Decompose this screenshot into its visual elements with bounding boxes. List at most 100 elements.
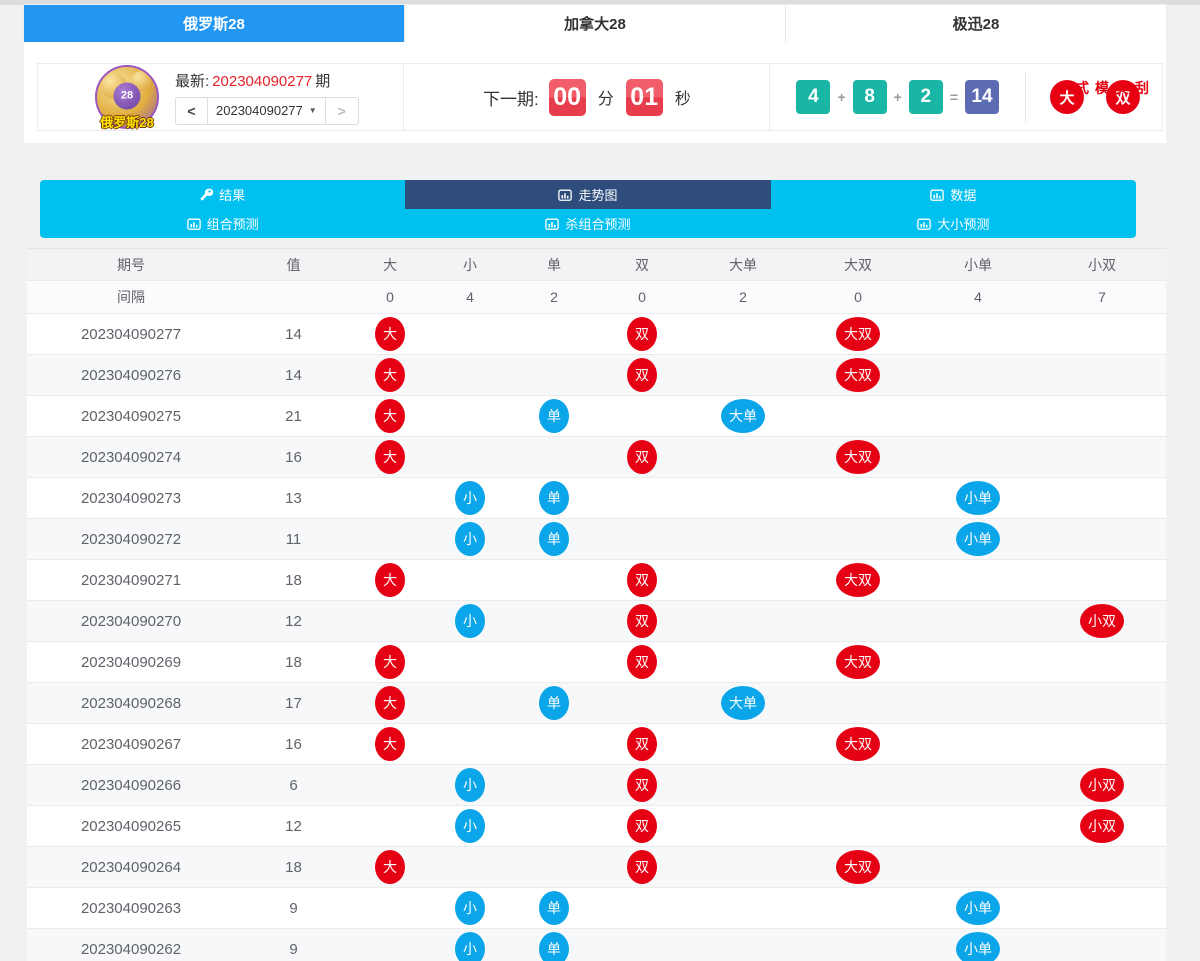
table-row: 202304090267 16 大双大双	[27, 724, 1166, 765]
issue-number: 202304090275	[80, 407, 182, 425]
issue-number: 202304090267	[80, 735, 182, 753]
badge: 双	[627, 317, 657, 351]
sum-value: 9	[289, 940, 298, 958]
nav-item[interactable]: 走势图	[405, 180, 771, 209]
badge-cell: 小	[428, 932, 512, 961]
sum-value: 21	[285, 407, 302, 425]
draw-number: 2	[908, 80, 943, 114]
column-header: 双	[635, 256, 649, 273]
countdown-label: 下一期:	[482, 89, 539, 109]
badge-cell: 双	[596, 563, 688, 597]
badge-cell: 双	[596, 727, 688, 761]
nav-item[interactable]: 组合预测	[40, 209, 405, 238]
badge: 单	[539, 399, 569, 433]
badge: 大单	[721, 399, 765, 433]
plus-sign: +	[893, 89, 902, 105]
badge-cell: 大	[352, 317, 428, 351]
chart-icon	[930, 188, 945, 202]
badge-cell: 大	[352, 440, 428, 474]
badge-cell: 双	[596, 809, 688, 843]
badge-cell: 小	[428, 809, 512, 843]
interval-value: 7	[1098, 289, 1106, 305]
latest-issue-line: 最新: 202304090277 期	[175, 72, 331, 90]
badge-cell: 大双	[798, 563, 918, 597]
badge-cell: 双	[596, 358, 688, 392]
column-header: 小单	[964, 256, 992, 273]
nav-item[interactable]: 杀组合预测	[405, 209, 770, 238]
sum-value: 18	[285, 653, 302, 671]
nav-item-label: 大小预测	[937, 217, 990, 232]
table-row: 202304090268 17 大单大单	[27, 683, 1166, 724]
badge: 双	[627, 358, 657, 392]
interval-value: 0	[386, 289, 394, 305]
nav-item[interactable]: 数据	[771, 180, 1136, 209]
badge: 单	[539, 891, 569, 925]
table-row: 202304090266 6 小双小双	[27, 765, 1166, 806]
column-header: 小双	[1088, 256, 1116, 273]
nav-item[interactable]: 结果	[40, 180, 405, 209]
draw-number: 8	[852, 80, 887, 114]
purple-ball-icon: 28	[113, 82, 141, 110]
table-row: 202304090272 11 小单小单	[27, 519, 1166, 560]
badge-cell: 大	[352, 850, 428, 884]
badge-cell: 大双	[798, 317, 918, 351]
section-nav: 结果 走势图 数据组合预测 杀组合预测 大小预测	[40, 180, 1136, 238]
nav-item-label: 数据	[950, 188, 977, 203]
badge: 大	[375, 645, 405, 679]
badge-cell: 大	[352, 358, 428, 392]
badge-cell: 小单	[918, 891, 1038, 925]
badge: 大双	[836, 850, 880, 884]
chevron-down-icon: ▼	[308, 106, 317, 115]
game-tab[interactable]: 极迅28	[786, 5, 1166, 42]
badge: 小单	[956, 522, 1000, 556]
result-even-badge: 双	[1106, 80, 1140, 114]
badge-cell: 小双	[1038, 768, 1166, 802]
info-card: 28 俄罗斯28 最新: 202304090277 期 < 202304090277…	[37, 63, 1163, 131]
scratch-mode-link[interactable]: 刮奖模式	[1074, 80, 1150, 98]
game-tab[interactable]: 加拿大28	[405, 5, 786, 42]
issue-number: 202304090265	[80, 817, 182, 835]
table-header-row: 期号值大小单双大单 大双 小单 小双	[27, 248, 1166, 281]
nav-item[interactable]: 大小预测	[771, 209, 1136, 238]
latest-issue-number: 202304090277	[212, 72, 313, 90]
badge: 小单	[956, 932, 1000, 961]
chart-icon	[186, 217, 201, 231]
issue-number: 202304090264	[80, 858, 182, 876]
sum-value: 9	[289, 899, 298, 917]
badge-cell: 小单	[918, 522, 1038, 556]
sum-value: 18	[285, 858, 302, 876]
latest-issue-section: 28 俄罗斯28 最新: 202304090277 期 < 202304090277…	[38, 64, 403, 130]
badge: 小单	[956, 481, 1000, 515]
prev-issue-button[interactable]: <	[175, 96, 208, 125]
badge-cell: 大双	[798, 358, 918, 392]
seconds-unit: 秒	[674, 91, 691, 108]
next-issue-button[interactable]: >	[325, 96, 359, 125]
badge-cell: 大	[352, 686, 428, 720]
sum-value: 14	[285, 366, 302, 384]
badge: 小单	[956, 891, 1000, 925]
badge: 小	[455, 891, 485, 925]
countdown-minutes: 00	[548, 78, 586, 116]
sum-value: 16	[285, 735, 302, 753]
game-tab[interactable]: 俄罗斯28	[24, 5, 405, 42]
badge: 双	[627, 727, 657, 761]
sum-value: 16	[285, 448, 302, 466]
badge-cell: 双	[596, 768, 688, 802]
interval-value: 4	[466, 289, 474, 305]
badge-cell: 双	[596, 645, 688, 679]
table-row: 202304090264 18 大双大双	[27, 847, 1166, 888]
nav-item-label: 组合预测	[206, 217, 259, 232]
issue-dropdown[interactable]: 202304090277 ▼	[208, 96, 326, 125]
badge: 大	[375, 563, 405, 597]
table-row: 202304090274 16 大双大双	[27, 437, 1166, 478]
badge-cell: 大双	[798, 645, 918, 679]
badge: 小双	[1080, 768, 1124, 802]
table-row: 202304090269 18 大双大双	[27, 642, 1166, 683]
interval-value: 4	[974, 289, 982, 305]
badge: 大双	[836, 317, 880, 351]
issue-number: 202304090277	[80, 325, 182, 343]
table-row: 202304090277 14 大双大双	[27, 314, 1166, 355]
draw-divider	[1025, 72, 1026, 122]
key-icon	[200, 188, 214, 201]
badge: 小	[455, 768, 485, 802]
